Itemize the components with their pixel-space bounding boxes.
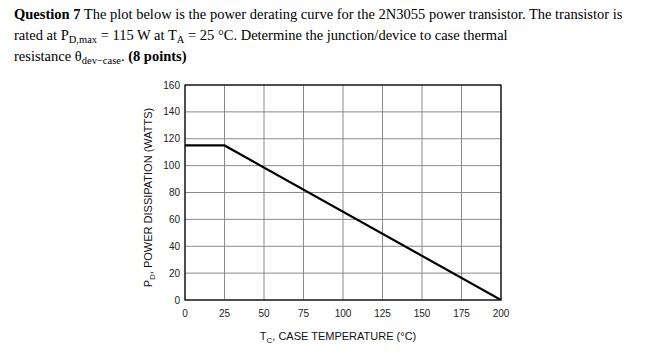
y-grid-line — [185, 219, 501, 220]
question-text: rated at P — [14, 27, 69, 43]
x-axis-label: TC, CASE TEMPERATURE (°C) — [260, 330, 416, 345]
y-axis-label-part: P — [142, 280, 154, 287]
question-text: = 115 W at T — [97, 27, 177, 43]
x-tick-label: 75 — [298, 308, 310, 319]
question-line: Question 7 The plot below is the power d… — [14, 6, 623, 22]
y-axis-label: PD, POWER DISSIPATION (WATTS) — [142, 108, 157, 288]
y-grid-line — [185, 192, 501, 193]
page: Question 7 The plot below is the power d… — [0, 0, 646, 361]
question-line: resistance θdev−case. (8 points) — [14, 48, 187, 66]
question-text: . — [121, 48, 128, 64]
y-tick-label: 40 — [169, 241, 181, 252]
question-text: = 25 °C. Determine the junction/device t… — [184, 27, 507, 43]
y-tick-label: 100 — [163, 160, 180, 171]
y-tick-label: 20 — [169, 268, 181, 279]
y-grid-line — [185, 246, 501, 247]
x-tick-label: 0 — [182, 308, 188, 319]
y-tick-label: 120 — [163, 133, 180, 144]
y-tick-label: 60 — [169, 214, 181, 225]
x-axis-label-part: , CASE TEMPERATURE (°C) — [272, 330, 416, 342]
x-tick-label: 175 — [453, 308, 470, 319]
y-grid-line — [185, 138, 501, 139]
x-tick-label: 200 — [493, 308, 510, 319]
y-tick-label: 80 — [169, 187, 181, 198]
question-text: dev−case — [82, 55, 121, 66]
question-line: rated at PD,max = 115 W at TA = 25 °C. D… — [14, 27, 508, 45]
x-tick-label: 100 — [335, 308, 352, 319]
question-text: (8 points) — [128, 48, 187, 65]
y-tick-label: 0 — [174, 295, 180, 306]
question-text: The plot below is the power derating cur… — [80, 6, 622, 22]
y-grid-line — [185, 111, 501, 112]
x-tick-label: 150 — [414, 308, 431, 319]
question-text: Question 7 — [14, 6, 80, 22]
plot-area — [185, 145, 501, 300]
x-tick-label: 125 — [374, 308, 391, 319]
x-tick-label: 50 — [258, 308, 270, 319]
y-tick-label: 140 — [163, 106, 180, 117]
question-text: D,max — [69, 34, 98, 45]
derating-curve — [185, 145, 501, 300]
x-tick-label: 25 — [219, 308, 231, 319]
plot-frame — [185, 85, 501, 300]
y-axis-label-part: , POWER DISSIPATION (WATTS) — [142, 108, 154, 274]
y-tick-label: 160 — [163, 80, 180, 91]
question-text: resistance θ — [14, 48, 82, 64]
y-grid-line — [185, 165, 501, 166]
